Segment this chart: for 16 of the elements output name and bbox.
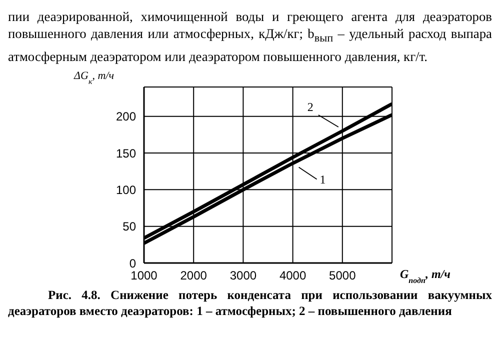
y-tick-label: 100 <box>116 182 136 197</box>
x-tick-label: 1000 <box>130 268 158 282</box>
x-axis-title: G$_{подп}$, т/ч <box>400 266 450 284</box>
legend-label: 1 <box>320 172 326 186</box>
y-tick-label: 0 <box>129 256 136 270</box>
text: Рис. 4.8. Снижение потерь конденсата при использовании вакуумных деаэраторов вместо деаэраторов: 1 – атмосферных; 2 – повышенного давления <box>8 286 492 319</box>
x-tick-label: 2000 <box>180 268 208 282</box>
x-tick-label: 3000 <box>230 268 257 282</box>
y-axis-title: ΔG$_{к}$, т/ч <box>73 70 114 86</box>
text: пии деаэрированной, химочищенной воды и греющего агента для деаэраторов повышенного давления или атмосферных, кДж/кг; b$_{вып}$ – удельный расход выпара атмосферным деаэратором или деаэратором повышенного давления, кг/т. <box>8 8 492 65</box>
y-tick-label: 200 <box>116 109 136 124</box>
y-tick-label: 50 <box>122 219 136 234</box>
x-tick-label: 5000 <box>329 268 356 282</box>
x-tick-label: 4000 <box>279 268 306 282</box>
text: 2 <box>307 100 314 114</box>
y-tick-label: 150 <box>116 146 136 160</box>
